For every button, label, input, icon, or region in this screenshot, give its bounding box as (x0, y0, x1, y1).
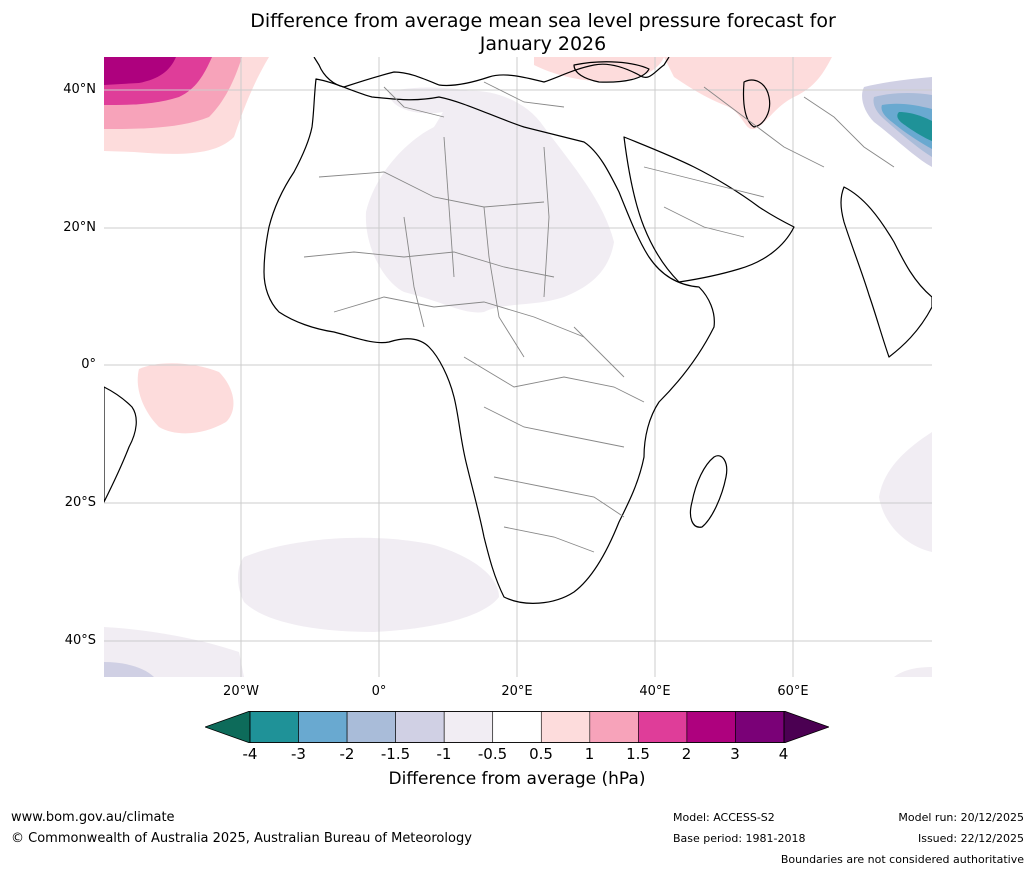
anomaly-shading (104, 57, 932, 677)
anomaly-region-europe (534, 57, 664, 82)
title-line-1: Difference from average mean sea level p… (250, 10, 836, 32)
coastline-arabia (623, 136, 795, 283)
colorbar-bin (298, 711, 348, 743)
lon-label-40e: 40°E (639, 684, 671, 699)
colorbar-bins (249, 711, 785, 743)
anomaly-region-asia-low-4 (897, 112, 932, 141)
lat-label-40n: 40°N (63, 82, 96, 97)
lon-label-20e: 20°E (501, 684, 533, 699)
tick-label: 1.5 (626, 745, 650, 763)
lon-label-60e: 60°E (777, 684, 809, 699)
anomaly-region-sw-2 (104, 662, 154, 677)
footer-model-run: Model run: 20/12/2025 (898, 811, 1024, 824)
footer-model: Model: ACCESS-S2 (673, 811, 775, 824)
anomaly-region-central-asia (664, 57, 832, 130)
anomaly-region-se-corner (894, 667, 932, 677)
anomaly-region-eq-atlantic (137, 363, 234, 434)
colorbar-bin (589, 711, 639, 743)
lon-label-20w: 20°W (223, 684, 259, 699)
map-svg (104, 57, 932, 677)
colorbar-bin (686, 711, 736, 743)
lat-label-0: 0° (81, 357, 96, 372)
lat-label-20s: 20°S (64, 495, 96, 510)
colorbar-bin (492, 711, 542, 743)
footer-issued: Issued: 22/12/2025 (917, 832, 1024, 845)
footer-disclaimer: Boundaries are not considered authoritat… (780, 853, 1024, 866)
lon-label-0: 0° (371, 684, 387, 699)
tick-label: -4 (242, 745, 258, 763)
anomaly-region-nw-3 (104, 57, 176, 85)
colorbar-bin (735, 711, 785, 743)
coastline-south-america (104, 386, 137, 503)
country-borders (303, 81, 895, 553)
tick-label: 2 (681, 745, 692, 763)
colorbar-bin (346, 711, 396, 743)
colorbar-label: Difference from average (hPa) (388, 769, 646, 789)
colorbar-bin (540, 711, 591, 743)
coastlines (104, 57, 932, 604)
tick-label: -1.5 (380, 745, 411, 763)
lat-label-40s: 40°S (64, 633, 96, 648)
coastline-madagascar (689, 455, 728, 528)
colorbar (205, 711, 829, 743)
anomaly-region-s-atlantic (238, 537, 499, 632)
tick-label: 0.5 (529, 745, 553, 763)
coastline-india (840, 186, 932, 358)
coastline-black-sea (573, 61, 650, 83)
footer-website[interactable]: www.bom.gov.au/climate (11, 810, 175, 825)
tick-label: -0.5 (477, 745, 508, 763)
colorbar-bin (638, 711, 688, 743)
colorbar-extend-min (205, 711, 251, 743)
map-panel[interactable] (104, 57, 932, 677)
title-line-2: January 2026 (479, 33, 607, 55)
tick-label: 3 (730, 745, 740, 763)
coastline-europe (313, 57, 670, 88)
tick-label: 1 (584, 745, 595, 763)
colorbar-bin (395, 711, 445, 743)
coastline-africa (263, 78, 715, 604)
footer-copyright: © Commonwealth of Australia 2025, Austra… (11, 831, 472, 846)
tick-label: -1 (436, 745, 452, 763)
lat-label-20n: 20°N (63, 220, 96, 235)
graticule (104, 57, 932, 677)
anomaly-region-indian-ocean (879, 432, 932, 552)
anomaly-region-med-low (389, 87, 474, 114)
tick-label: -3 (291, 745, 306, 763)
anomaly-region-sw-1 (104, 627, 244, 677)
footer-base-period: Base period: 1981-2018 (673, 832, 806, 845)
colorbar-bin (443, 711, 494, 743)
colorbar-bin (249, 711, 299, 743)
coastline-caspian (742, 79, 771, 128)
tick-label: -2 (339, 745, 355, 763)
tick-label: 4 (778, 745, 789, 763)
map-title: Difference from average mean sea level p… (0, 10, 1035, 56)
anomaly-region-sahara (365, 90, 614, 313)
colorbar-extend-max (783, 711, 829, 743)
